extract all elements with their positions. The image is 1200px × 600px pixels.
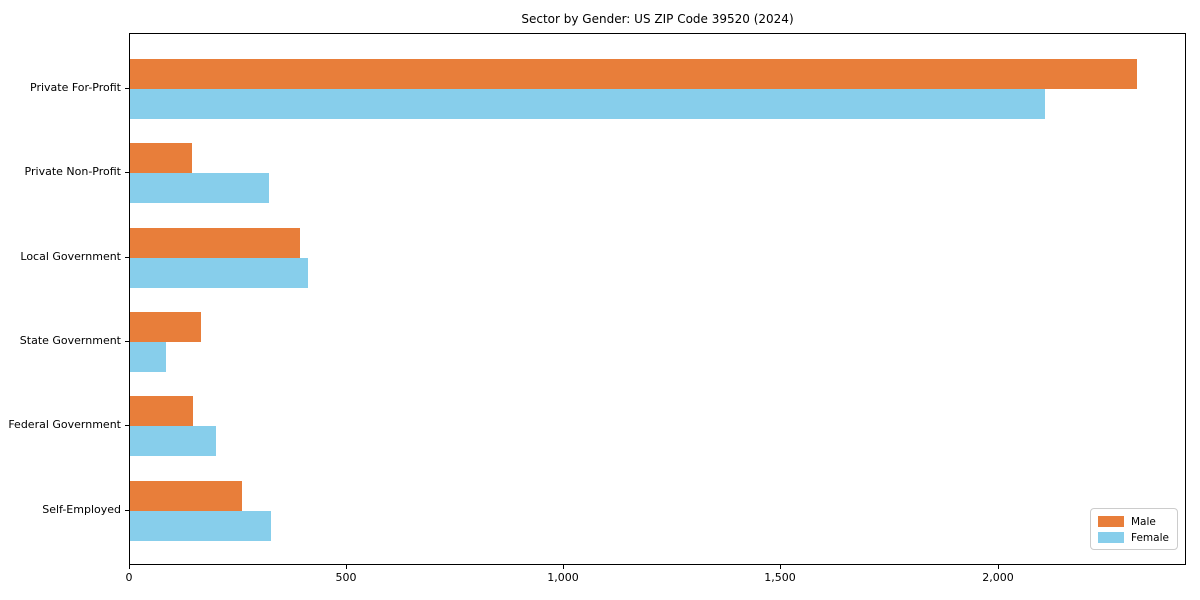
chart-title: Sector by Gender: US ZIP Code 39520 (202… bbox=[521, 12, 794, 26]
bar-female-4 bbox=[130, 342, 166, 372]
bar-male-6 bbox=[130, 481, 242, 511]
bar-male-2 bbox=[130, 143, 192, 173]
x-axis-tick bbox=[563, 565, 564, 569]
legend-swatch-male bbox=[1098, 516, 1124, 527]
x-axis-tick-label: 500 bbox=[335, 571, 357, 584]
bar-male-1 bbox=[130, 59, 1137, 89]
y-axis-tick bbox=[125, 257, 129, 258]
x-axis-tick-label: 2,000 bbox=[982, 571, 1014, 584]
y-axis-label: Self-Employed bbox=[42, 503, 121, 516]
bar-male-3 bbox=[130, 228, 300, 258]
legend-label-male: Male bbox=[1131, 515, 1156, 528]
bar-female-5 bbox=[130, 426, 216, 456]
bar-female-3 bbox=[130, 258, 308, 288]
bar-female-2 bbox=[130, 173, 269, 203]
x-axis-tick bbox=[129, 565, 130, 569]
bar-male-4 bbox=[130, 312, 201, 342]
y-axis-tick bbox=[125, 172, 129, 173]
y-axis-tick bbox=[125, 341, 129, 342]
plot-area bbox=[129, 33, 1186, 565]
x-axis-tick-label: 1,500 bbox=[764, 571, 796, 584]
bar-female-1 bbox=[130, 89, 1045, 119]
legend-entry-male: Male bbox=[1098, 514, 1170, 529]
y-axis-label: Local Government bbox=[20, 250, 121, 263]
y-axis-label: Private Non-Profit bbox=[24, 165, 121, 178]
y-axis-tick bbox=[125, 510, 129, 511]
legend: Male Female bbox=[1090, 508, 1178, 550]
y-axis-tick bbox=[125, 425, 129, 426]
bar-female-6 bbox=[130, 511, 271, 541]
y-axis-tick bbox=[125, 88, 129, 89]
x-axis-tick-label: 1,000 bbox=[547, 571, 579, 584]
legend-swatch-female bbox=[1098, 532, 1124, 543]
x-axis-tick bbox=[780, 565, 781, 569]
y-axis-label: State Government bbox=[19, 334, 121, 347]
x-axis-tick bbox=[998, 565, 999, 569]
legend-entry-female: Female bbox=[1098, 530, 1170, 545]
legend-label-female: Female bbox=[1131, 531, 1169, 544]
bar-male-5 bbox=[130, 396, 193, 426]
y-axis-label: Federal Government bbox=[8, 418, 121, 431]
x-axis-tick bbox=[346, 565, 347, 569]
x-axis-tick-label: 0 bbox=[125, 571, 133, 584]
y-axis-label: Private For-Profit bbox=[30, 81, 121, 94]
